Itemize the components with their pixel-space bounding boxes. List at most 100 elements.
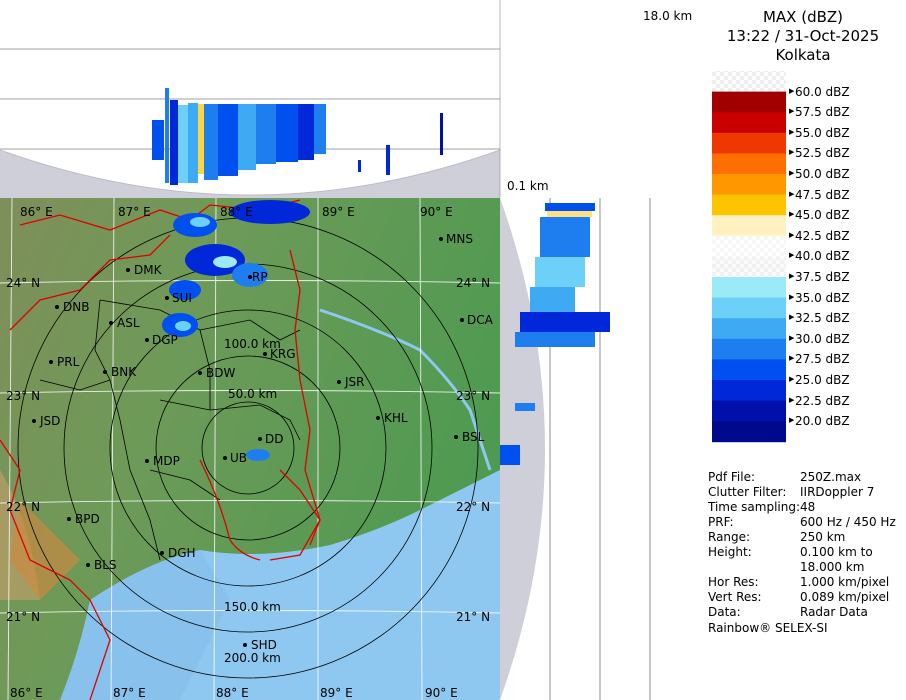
city-label: MNS xyxy=(446,232,473,246)
legend-swatch xyxy=(712,174,786,195)
legend-swatch xyxy=(712,380,786,401)
longitude-label: 86° E xyxy=(10,686,43,700)
city-marker-icon xyxy=(32,419,36,423)
city-marker-icon xyxy=(55,305,59,309)
legend-swatch xyxy=(712,91,786,113)
metadata-key: Time sampling: xyxy=(708,500,801,514)
metadata-key: Pdf File: xyxy=(708,470,756,484)
legend-tick-icon: ▶ xyxy=(789,210,795,219)
city-marker-icon xyxy=(86,563,90,567)
latitude-label: 23° N xyxy=(456,389,491,403)
metadata-value: IIRDoppler 7 xyxy=(800,485,875,499)
longitude-label: 90° E xyxy=(425,686,458,700)
legend-swatch xyxy=(712,153,786,175)
legend-label: 22.5 dBZ xyxy=(795,393,850,408)
longitude-label: 87° E xyxy=(118,205,151,219)
legend-swatch xyxy=(712,338,786,360)
legend-label: 57.5 dBZ xyxy=(795,105,850,120)
legend-label: 42.5 dBZ xyxy=(795,228,850,243)
legend-label: 25.0 dBZ xyxy=(795,373,850,387)
latitude-label: 24° N xyxy=(6,276,41,290)
city-marker-icon xyxy=(103,370,107,374)
legend-swatch xyxy=(712,277,786,298)
city-label: DNB xyxy=(63,300,90,314)
legend-tick-icon: ▶ xyxy=(789,251,795,260)
city-label: SHD xyxy=(251,638,277,652)
city-label: DGP xyxy=(152,333,178,347)
city-label: BNK xyxy=(111,365,137,379)
city-label: KHL xyxy=(384,411,408,425)
metadata-value: 600 Hz / 450 Hz xyxy=(800,515,896,529)
legend-swatch xyxy=(712,359,786,381)
city-marker-icon xyxy=(248,275,252,279)
metadata-key: Height: xyxy=(708,545,752,559)
city-label: JSR xyxy=(345,375,365,389)
city-marker-icon xyxy=(460,318,464,322)
legend-label: 30.0 dBZ xyxy=(795,331,850,346)
map-panel xyxy=(0,198,500,700)
city-marker-icon xyxy=(263,352,267,356)
legend-tick-icon: ▶ xyxy=(789,375,795,383)
metadata-key: Range: xyxy=(708,530,751,544)
legend-swatch xyxy=(712,318,786,340)
right-echo xyxy=(500,203,610,465)
legend-label: 20.0 dBZ xyxy=(795,414,850,429)
legend-tick-icon: ▶ xyxy=(789,169,795,177)
longitude-label: 89° E xyxy=(320,686,353,700)
legend-swatch xyxy=(712,297,786,319)
legend-label: 27.5 dBZ xyxy=(795,352,850,367)
city-marker-icon xyxy=(198,371,202,375)
legend-tick-icon: ▶ xyxy=(789,395,795,404)
range-ring-label: 50.0 km xyxy=(228,387,278,401)
metadata-value: 48 xyxy=(800,500,816,514)
metadata-key: Hor Res: xyxy=(708,575,759,589)
legend-tick-icon: ▶ xyxy=(789,86,795,95)
city-marker-icon xyxy=(145,459,149,463)
metadata-key: Data: xyxy=(708,605,741,619)
legend-swatch xyxy=(712,132,786,154)
top-echo xyxy=(152,88,443,185)
city-marker-icon xyxy=(109,321,113,325)
metadata-key: Vert Res: xyxy=(708,590,762,604)
legend-tick-icon: ▶ xyxy=(789,107,795,116)
chart-title: MAX (dBZ) xyxy=(762,8,844,26)
legend-tick-icon: ▶ xyxy=(789,127,795,136)
metadata-value: Radar Data xyxy=(800,605,868,619)
longitude-label: 88° E xyxy=(220,205,253,219)
longitude-label: 90° E xyxy=(420,205,453,219)
metadata-value: 250Z.max xyxy=(800,470,862,484)
city-label: BDW xyxy=(206,366,236,380)
metadata-value: 250 km xyxy=(800,530,846,544)
metadata-value: 1.000 km/pixel xyxy=(800,575,890,589)
legend-label: 35.0 dBZ xyxy=(795,290,850,305)
date-time: 13:22 / 31-Oct-2025 xyxy=(726,27,880,45)
legend-swatch xyxy=(712,215,786,237)
latitude-label: 23° N xyxy=(6,389,41,403)
longitude-label: 88° E xyxy=(216,686,249,700)
city-label: RP xyxy=(252,270,268,284)
metadata-value: 18.000 km xyxy=(800,560,865,574)
metadata-key: PRF: xyxy=(708,515,734,529)
city-marker-icon xyxy=(49,360,53,364)
latitude-label: 21° N xyxy=(6,610,41,624)
legend-label: 32.5 dBZ xyxy=(795,311,850,326)
latitude-label: 22° N xyxy=(456,500,491,514)
map-echoes xyxy=(162,200,310,461)
district-borders xyxy=(39,299,301,561)
longitude-label: 89° E xyxy=(322,205,355,219)
latitude-label: 24° N xyxy=(456,276,491,290)
city-marker-icon xyxy=(454,435,458,439)
legend-tick-icon: ▶ xyxy=(789,333,795,342)
city-marker-icon xyxy=(145,338,149,342)
city-marker-icon xyxy=(126,268,130,272)
city-label: KRG xyxy=(270,347,296,361)
city-marker-icon xyxy=(223,456,227,460)
city-label: JSD xyxy=(40,414,61,428)
city-label: UB xyxy=(230,451,248,465)
top-section-panel xyxy=(0,0,700,198)
metadata-value: 0.100 km to xyxy=(800,545,873,559)
legend-label: 50.0 dBZ xyxy=(795,167,850,181)
longitude-label: 86° E xyxy=(20,205,53,219)
latitude-label: 22° N xyxy=(6,500,41,514)
legend-tick-icon: ▶ xyxy=(789,354,795,363)
